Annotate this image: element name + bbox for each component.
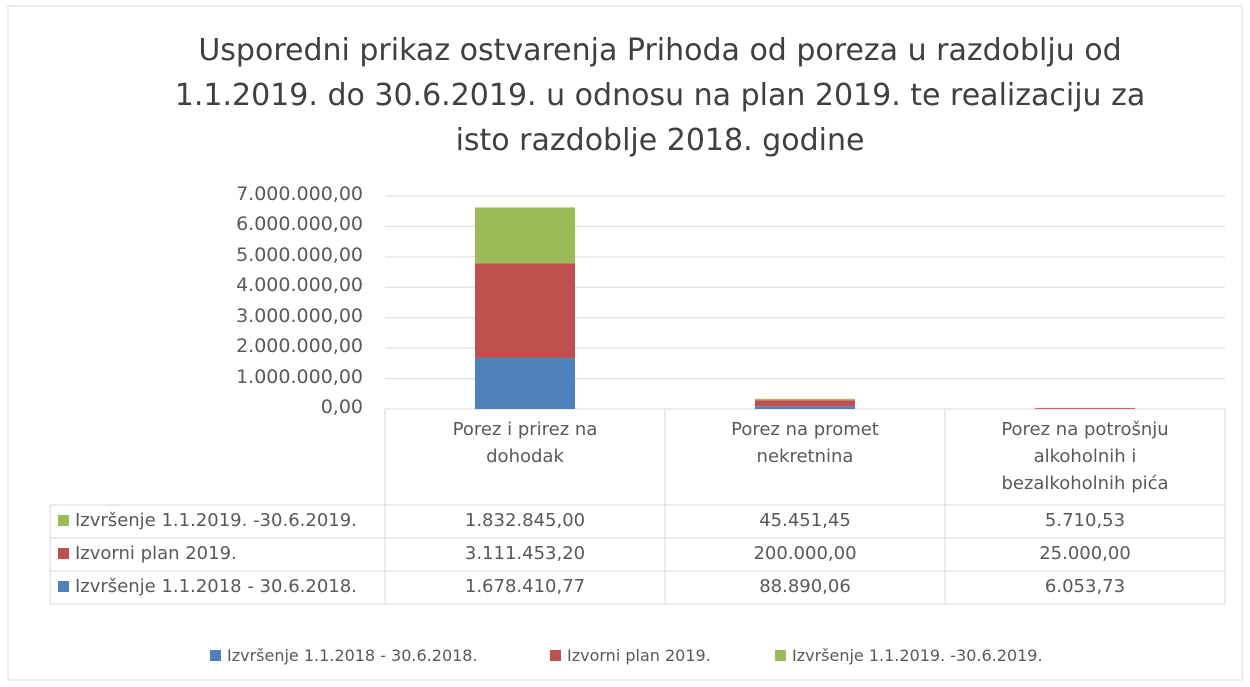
table-row-label: Izvorni plan 2019.	[58, 543, 237, 564]
legend-swatch	[550, 650, 561, 661]
legend-label: Izvorni plan 2019.	[567, 646, 711, 665]
y-tick-label: 0,00	[320, 396, 363, 418]
y-tick-label: 6.000.000,00	[236, 213, 363, 236]
row-name: Izvorni plan 2019.	[75, 543, 237, 564]
category-label: Porez i prirez na dohodak	[452, 419, 598, 467]
row-name: Izvršenje 1.1.2018 - 30.6.2018.	[75, 576, 357, 597]
y-tick-label: 4.000.000,00	[236, 274, 363, 297]
legend-swatch	[210, 650, 221, 661]
legend-label: Izvršenje 1.1.2018 - 30.6.2018.	[227, 646, 478, 665]
table-cell: 45.451,45	[759, 510, 851, 531]
y-tick-label: 3.000.000,00	[236, 304, 363, 327]
table-cell: 3.111.453,20	[464, 543, 586, 564]
table-cell: 1.832.845,00	[464, 510, 586, 531]
bar-segment	[755, 400, 855, 407]
y-tick-label: 1.000.000,00	[236, 365, 363, 388]
bar-segment	[1035, 408, 1135, 409]
legend-swatch	[58, 581, 69, 592]
category-label: Porez na potrošnju alkoholnih i bezalkoh…	[1001, 419, 1169, 494]
table-cell: 88.890,06	[759, 576, 851, 597]
legend-item: Izvršenje 1.1.2018 - 30.6.2018.	[210, 646, 478, 665]
legend-label: Izvršenje 1.1.2019. -30.6.2019.	[792, 646, 1043, 665]
bar-segment	[755, 406, 855, 409]
bar-segment	[475, 357, 575, 409]
table-cell: 25.000,00	[1039, 543, 1131, 564]
legend-swatch	[775, 650, 786, 661]
category-label: Porez na promet nekretnina	[731, 419, 879, 467]
legend-item: Izvršenje 1.1.2019. -30.6.2019.	[775, 646, 1043, 665]
legend-item: Izvorni plan 2019.	[550, 646, 711, 665]
table-row-label: Izvršenje 1.1.2019. -30.6.2019.	[58, 510, 357, 531]
chart-title: Usporedni prikaz ostvarenja Prihoda od p…	[174, 33, 1146, 158]
bar-segment	[475, 207, 575, 264]
table-cell: 5.710,53	[1044, 510, 1126, 531]
legend-swatch	[58, 548, 69, 559]
bar-segment	[755, 398, 855, 401]
table-cell: 1.678.410,77	[464, 576, 586, 597]
row-name: Izvršenje 1.1.2019. -30.6.2019.	[75, 510, 357, 531]
table-cell: 200.000,00	[753, 543, 857, 564]
table-cell: 6.053,73	[1044, 576, 1126, 597]
legend-swatch	[58, 515, 69, 526]
y-tick-label: 2.000.000,00	[236, 335, 363, 358]
y-tick-label: 5.000.000,00	[236, 243, 363, 266]
bar-segment	[475, 263, 575, 358]
y-tick-label: 7.000.000,00	[236, 183, 363, 205]
table-row-label: Izvršenje 1.1.2018 - 30.6.2018.	[58, 576, 357, 597]
chart-border	[7, 5, 1243, 681]
